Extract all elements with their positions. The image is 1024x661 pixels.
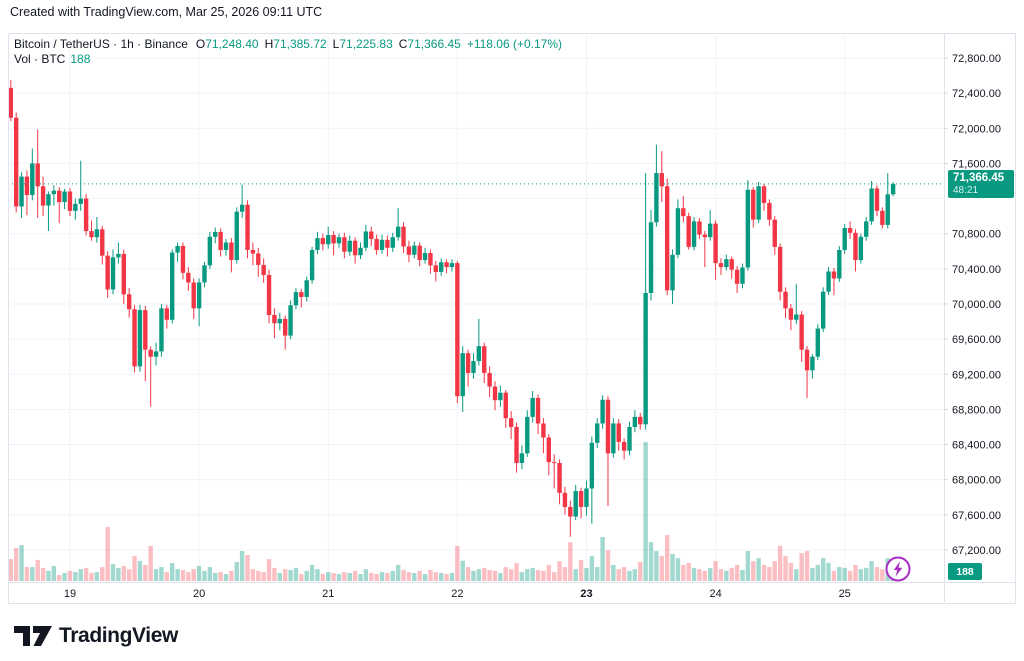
last-price-value: 71,366.45	[953, 171, 1005, 184]
time-axis[interactable]: 19 20 21 22 23 24 25	[64, 588, 851, 600]
price-axis-label: 68,000.00	[952, 475, 1001, 487]
price-axis-label: 67,200.00	[952, 545, 1001, 557]
tradingview-logo-mark	[14, 626, 52, 646]
price-axis-label: 71,600.00	[952, 158, 1001, 170]
flash-boost-button[interactable]	[884, 555, 912, 583]
price-axis-label: 69,600.00	[952, 334, 1001, 346]
price-axis-label: 70,400.00	[952, 264, 1001, 276]
volume-value: 188	[70, 52, 91, 66]
time-axis-label: 19	[64, 588, 76, 600]
volume-bars-layer	[8, 442, 896, 581]
chart-legend: Bitcoin / TetherUS · 1h · Binance O71,24…	[14, 37, 562, 67]
change-value: +118.06 (+0.17%)	[466, 37, 562, 51]
symbol-title: Bitcoin / TetherUS · 1h · Binance	[14, 37, 188, 51]
ohlc-values: O71,248.40 H71,385.72 L71,225.83 C71,366.45	[196, 37, 467, 52]
price-axis-label: 72,400.00	[952, 88, 1001, 100]
ohlc-item: L71,225.83	[332, 37, 393, 51]
price-axis[interactable]: 72,800.00 72,400.00 72,000.00 71,600.00 70,8…	[944, 53, 1001, 557]
price-axis-label: 72,800.00	[952, 53, 1001, 65]
ohlc-item: C71,366.45	[398, 37, 461, 51]
price-axis-label: 69,200.00	[952, 369, 1001, 381]
time-axis-label: 20	[193, 588, 205, 600]
ohlc-item: O71,248.40	[195, 37, 259, 51]
tradingview-logo-text: TradingView	[59, 624, 178, 647]
lightning-icon	[885, 556, 911, 582]
time-axis-label: 21	[322, 588, 334, 600]
price-axis-label: 68,800.00	[952, 404, 1001, 416]
volume-axis-badge: 188	[948, 563, 982, 580]
attribution-text: Created with TradingView.com, Mar 25, 20…	[10, 5, 323, 19]
price-axis-label: 70,800.00	[952, 229, 1001, 241]
time-axis-label: 24	[709, 588, 721, 600]
price-axis-label: 72,000.00	[952, 123, 1001, 135]
last-price-badge: 71,366.45 48:21	[948, 169, 1014, 198]
price-axis-label: 68,400.00	[952, 440, 1001, 452]
time-axis-label: 23	[580, 588, 592, 600]
tradingview-logo[interactable]: TradingView	[14, 622, 178, 650]
volume-label: Vol · BTC	[14, 52, 66, 66]
price-axis-label: 70,000.00	[952, 299, 1001, 311]
time-axis-label: 22	[451, 588, 463, 600]
candles-layer	[8, 79, 896, 537]
price-axis-label: 67,600.00	[952, 510, 1001, 522]
time-axis-label: 25	[839, 588, 851, 600]
bar-countdown: 48:21	[953, 184, 979, 196]
ohlc-item: H71,385.72	[264, 37, 327, 51]
